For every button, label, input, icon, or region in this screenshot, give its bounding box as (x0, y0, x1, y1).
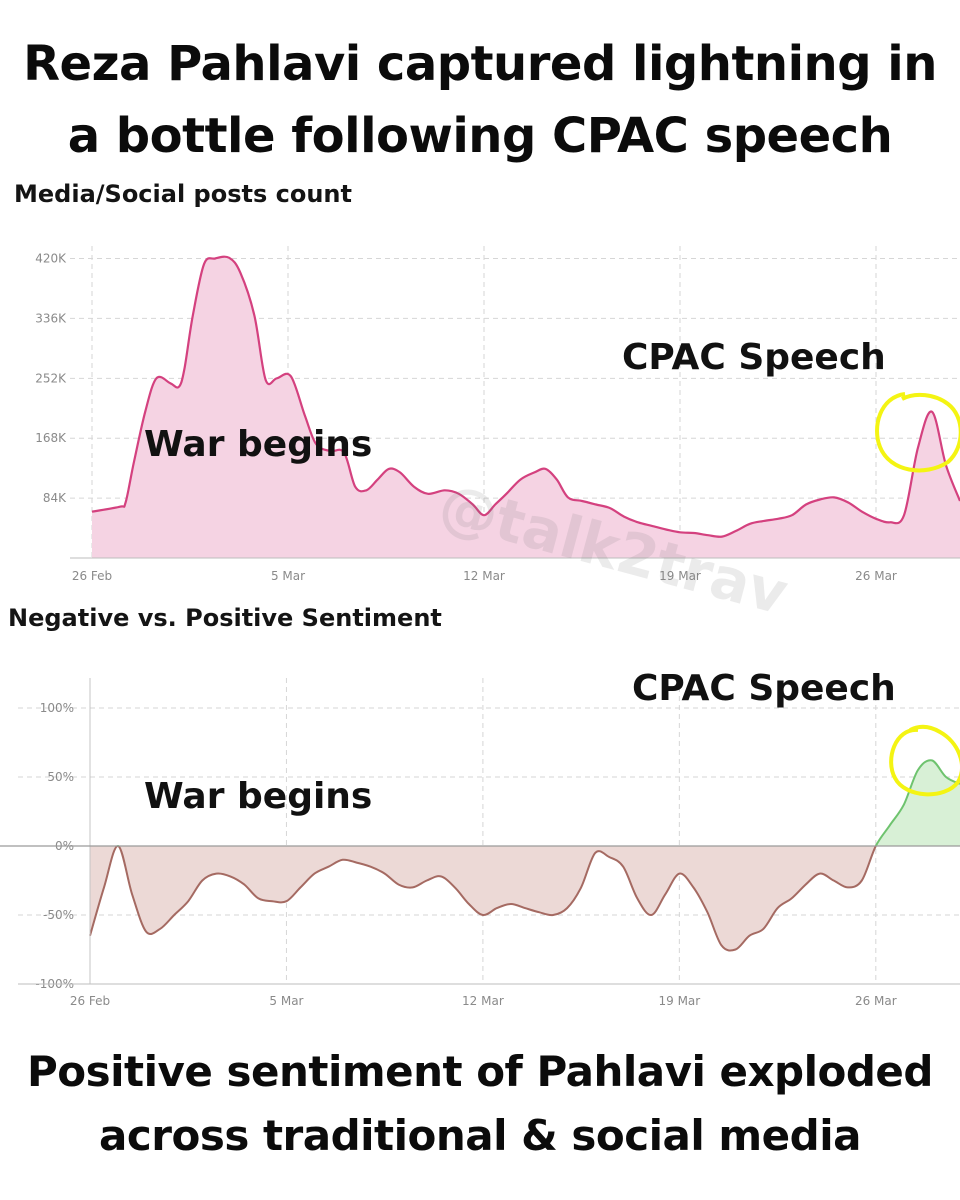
y-tick-label: 420K (35, 252, 67, 266)
y-tick-label: -50% (43, 908, 74, 922)
x-tick-label: 26 Feb (70, 994, 110, 1008)
y-tick-label: 168K (35, 431, 67, 445)
negative-sentiment-area (90, 846, 960, 951)
x-tick-label: 26 Feb (72, 569, 112, 583)
x-tick-label: 5 Mar (269, 994, 303, 1008)
negative-sentiment-line (89, 846, 877, 952)
x-tick-label: 19 Mar (658, 994, 700, 1008)
x-tick-label: 26 Mar (855, 994, 897, 1008)
chart-title-sentiment: Negative vs. Positive Sentiment (8, 604, 442, 632)
annotation-war-begins: War begins (144, 424, 372, 465)
headline-title: Reza Pahlavi captured lightning in a bot… (23, 36, 937, 164)
sentiment-chart: 100%50%0%-50%-100%26 Feb 5 Mar 12 Mar 19 Ma… (0, 668, 960, 1008)
x-tick-label: 5 Mar (271, 569, 305, 583)
y-tick-label: 50% (47, 770, 74, 784)
chart-title-volume: Media/Social posts count (14, 180, 352, 208)
x-tick-label: 19 Mar (659, 569, 701, 583)
annotation-cpac-speech: CPAC Speech (632, 668, 896, 709)
annotation-cpac-speech: CPAC Speech (622, 337, 886, 378)
y-tick-label: 252K (35, 371, 67, 385)
y-tick-label: 84K (43, 491, 67, 505)
y-tick-label: 336K (35, 311, 67, 325)
x-tick-label: 12 Mar (463, 569, 505, 583)
posts-area (92, 256, 960, 558)
volume-chart: 84K 168K 252K 336K 420K 26 Feb 5 Mar 12 Mar 19 M… (35, 246, 960, 583)
y-tick-label: 100% (40, 701, 74, 715)
posts-line (91, 255, 960, 538)
x-tick-label: 12 Mar (462, 994, 504, 1008)
cpac-highlight-circle (875, 392, 960, 473)
cpac-highlight-circle (889, 724, 960, 797)
annotation-war-begins: War begins (144, 776, 372, 817)
x-tick-label: 26 Mar (855, 569, 897, 583)
footer-caption: Positive sentiment of Pahlavi exploded a… (27, 1047, 933, 1160)
